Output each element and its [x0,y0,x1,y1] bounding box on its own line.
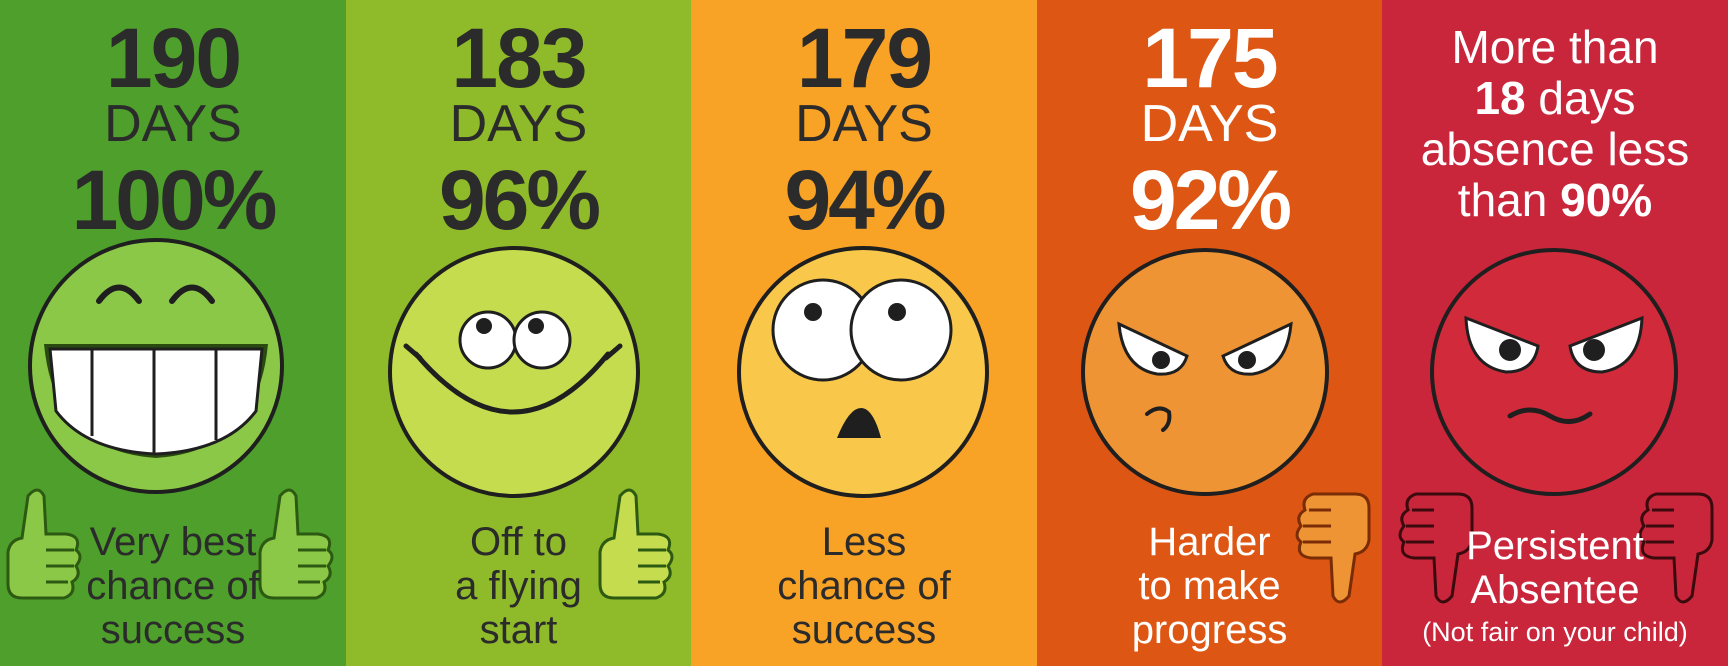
thumbs-down-icon [1638,492,1714,604]
panel-caption: Persistent Absentee (Not fair on your ch… [1382,524,1728,648]
panel-175-days: 175 DAYS 92% Harder to make progress [1037,0,1382,666]
panel-caption: Off to a flying start [455,520,582,652]
thumbs-down-icon [1398,492,1474,604]
panel-caption: Less chance of success [777,520,951,652]
panel-190-days: 190 DAYS 100% Very best chance of succes… [0,0,346,666]
panel-caption: Very best chance of success [86,520,260,652]
grinning-face-icon [28,238,284,494]
panel-179-days: 179 DAYS 94% Less chance of success [691,0,1037,666]
days-count: 175 [1142,11,1278,105]
thumbs-up-icon [258,488,334,600]
panel-subcaption: (Not fair on your child) [1422,617,1688,647]
panel-183-days: 183 DAYS 96% Off to a flying start [346,0,691,666]
attendance-percent: 96% [438,153,601,247]
angry-face-icon [1081,248,1329,496]
days-label: DAYS [104,95,242,153]
furious-face-icon [1430,248,1678,496]
days-label: DAYS [795,95,933,153]
attendance-percent: 94% [784,153,946,247]
attendance-percent: 100% [71,153,278,247]
days-label: DAYS [449,95,588,153]
thumbs-up-icon [598,488,674,600]
absence-threshold-heading: More than 18 days absence less than 90% [1420,21,1690,226]
days-count: 190 [105,11,242,105]
panel-caption: Harder to make progress [1131,520,1288,652]
smiling-face-icon [388,246,640,498]
days-count: 179 [796,11,933,105]
days-count: 183 [451,11,587,105]
worried-face-icon [737,246,989,498]
thumbs-down-icon [1295,492,1371,604]
thumbs-up-icon [6,488,82,600]
panel-persistent-absentee: More than 18 days absence less than 90% [1382,0,1728,666]
attendance-percent: 92% [1129,153,1292,247]
days-label: DAYS [1140,95,1279,153]
